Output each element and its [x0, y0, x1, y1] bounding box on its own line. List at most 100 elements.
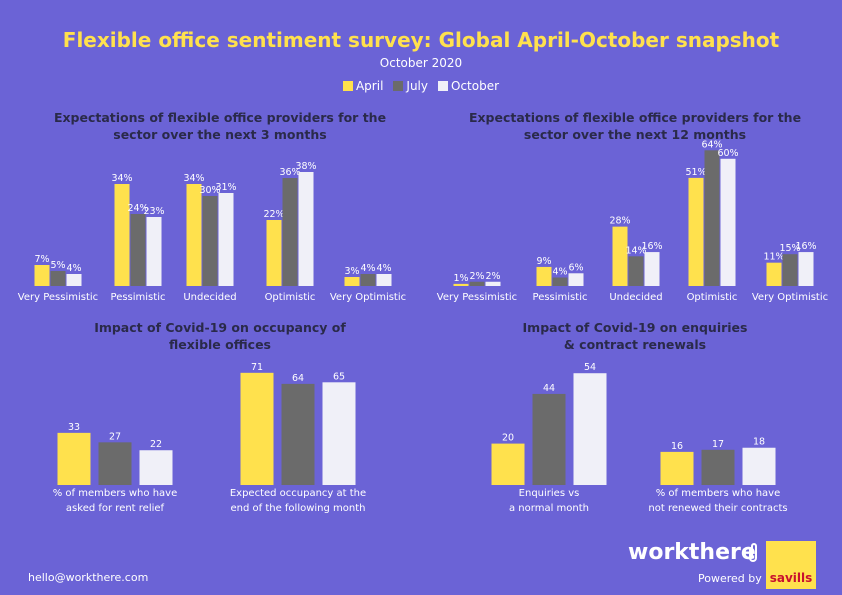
- data-label: 4%: [360, 263, 375, 274]
- category-label-line: Optimistic: [686, 292, 738, 303]
- bar-october-4: [798, 252, 814, 286]
- data-label: 22: [150, 439, 162, 450]
- chart-title-12-months: Expectations of flexible office provider…: [435, 109, 835, 143]
- chart-1: 1% 2% 2%9%4% 6%28%14%16%51%64%60%11%15%16%: [453, 139, 817, 286]
- data-label: 34%: [183, 173, 204, 184]
- data-label: 34%: [111, 173, 132, 184]
- data-label: 14%: [625, 245, 646, 256]
- bar-july-0: [50, 271, 66, 286]
- category-label-line: end of the following month: [230, 503, 366, 514]
- data-label: 54: [584, 362, 596, 373]
- bar-october-3: [298, 172, 314, 286]
- chart-title-line: Impact of Covid-19 on enquiries: [522, 320, 748, 335]
- category-label-line: Very Pessimistic: [17, 292, 99, 303]
- category-label: % of members who have asked for rent reli…: [30, 486, 200, 516]
- category-label-line: % of members who have: [655, 488, 781, 499]
- bar-april-1: [660, 451, 694, 485]
- data-label: 24%: [127, 203, 148, 214]
- bar-october-4: [376, 274, 392, 286]
- data-label: 6%: [568, 262, 583, 273]
- category-label: % of members who have not renewed their c…: [628, 486, 808, 516]
- data-label: 16: [671, 441, 683, 452]
- bar-july-1: [552, 277, 568, 286]
- category-label: Very Pessimistic: [13, 290, 103, 305]
- bar-july-2: [628, 256, 644, 286]
- category-label-line: Enquiries vs: [518, 488, 580, 499]
- category-label-line: a normal month: [509, 503, 589, 514]
- category-label: Very Optimistic: [323, 290, 413, 305]
- category-label: Pessimistic: [93, 290, 183, 305]
- legend-item-october: October: [438, 79, 499, 93]
- category-label: Optimistic: [245, 290, 335, 305]
- category-label: Enquiries vs a normal month: [459, 486, 639, 516]
- chart-title-occupancy: Impact of Covid-19 on occupancy of flexi…: [20, 319, 420, 353]
- bar-april-0: [57, 432, 91, 485]
- chart-title-3-months: Expectations of flexible office provider…: [20, 109, 420, 143]
- category-label: Very Optimistic: [745, 290, 835, 305]
- data-label: 64: [292, 373, 304, 384]
- chart-title-enquiries: Impact of Covid-19 on enquiries & contra…: [435, 319, 835, 353]
- page-title: Flexible office sentiment survey: Global…: [62, 28, 780, 52]
- legend-item-april: April: [342, 79, 383, 93]
- contact-email[interactable]: hello@workthere.com: [28, 571, 149, 584]
- data-label: 11%: [763, 252, 784, 263]
- data-label: 2%: [469, 271, 484, 282]
- category-label-line: not renewed their contracts: [648, 503, 788, 514]
- data-label: 16%: [641, 241, 662, 252]
- data-label: 15%: [779, 243, 800, 254]
- bar-july-0: [98, 442, 132, 485]
- data-label: 20: [502, 433, 514, 444]
- bar-july-2: [202, 196, 218, 286]
- bar-april-0: [453, 283, 469, 286]
- legend-swatch: [438, 81, 448, 91]
- data-label: 3%: [344, 266, 359, 277]
- data-label: 4%: [66, 263, 81, 274]
- chart-3: 20 44 54 16 17 18: [491, 362, 776, 485]
- data-label: 44: [543, 383, 555, 394]
- data-label: 38%: [295, 161, 316, 172]
- bar-april-0: [34, 265, 50, 286]
- chart-title-line: Expectations of flexible office provider…: [53, 110, 387, 125]
- category-label-line: Undecided: [609, 292, 663, 303]
- data-label: 30%: [199, 185, 220, 196]
- savills-logo: savills: [766, 541, 816, 589]
- bar-july-1: [701, 449, 735, 485]
- chart-title-line: flexible offices: [168, 337, 271, 352]
- bar-october-1: [742, 447, 776, 485]
- bar-october-0: [573, 373, 607, 485]
- data-label: 65: [333, 371, 345, 382]
- data-label: 36%: [279, 167, 300, 178]
- category-label-line: Undecided: [183, 292, 237, 303]
- bar-october-0: [139, 450, 173, 485]
- data-label: 18: [753, 437, 765, 448]
- category-label-line: Very Optimistic: [751, 292, 829, 303]
- data-label: 27: [109, 431, 121, 442]
- page-subtitle: October 2020: [379, 56, 463, 70]
- category-label-line: asked for rent relief: [65, 503, 165, 514]
- data-label: 33: [68, 422, 80, 433]
- chart-title-line: Expectations of flexible office provider…: [468, 110, 802, 125]
- bar-october-2: [644, 252, 660, 286]
- chart-0: 7%5% 4%34%24%23%34%30%31%22%36%38%3% 4% 4%: [34, 161, 392, 286]
- bar-april-2: [612, 226, 628, 286]
- data-label: 16%: [795, 241, 816, 252]
- data-label: 4%: [376, 263, 391, 274]
- bar-july-4: [360, 274, 376, 286]
- bar-april-3: [688, 177, 704, 286]
- bar-april-4: [766, 262, 782, 286]
- bar-april-1: [114, 184, 130, 286]
- data-label: 17: [712, 439, 724, 450]
- bar-october-1: [146, 217, 162, 286]
- category-label: Undecided: [165, 290, 255, 305]
- data-label: 64%: [701, 139, 722, 150]
- category-label-line: Pessimistic: [110, 292, 166, 303]
- bar-july-1: [130, 214, 146, 286]
- legend-label: October: [451, 79, 500, 93]
- category-label-line: % of members who have: [52, 488, 178, 499]
- data-label: 7%: [34, 254, 49, 265]
- workthere-logo: workthere: [628, 540, 756, 565]
- category-label: Pessimistic: [515, 290, 605, 305]
- data-label: 60%: [717, 148, 738, 159]
- category-label-line: Very Optimistic: [329, 292, 407, 303]
